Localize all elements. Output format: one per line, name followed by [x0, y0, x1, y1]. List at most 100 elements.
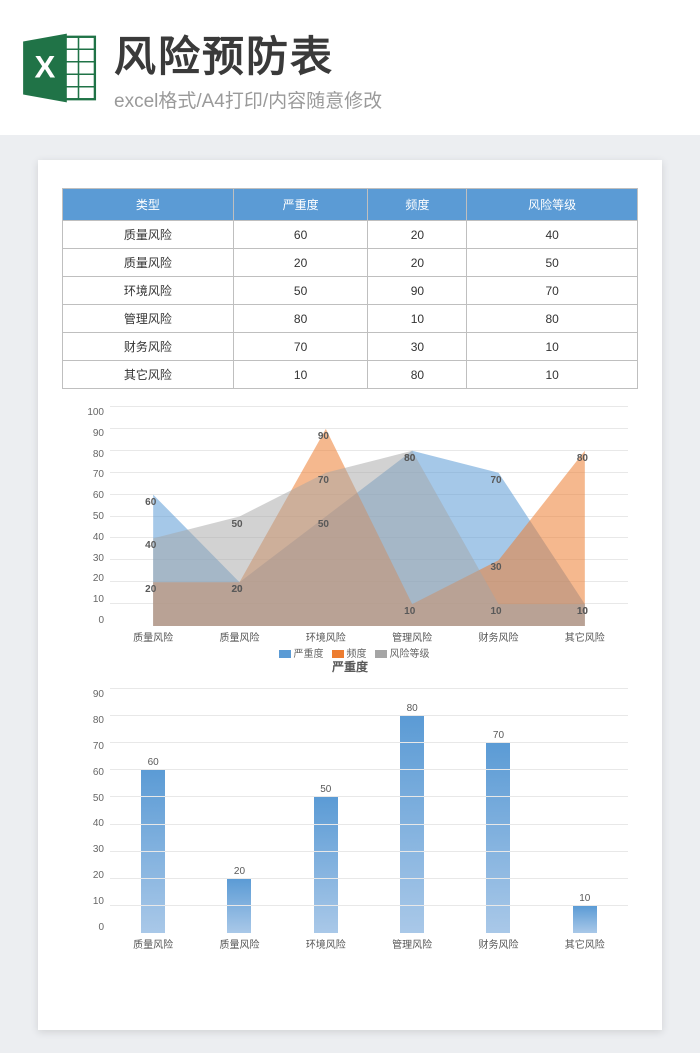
table-cell: 70	[233, 333, 368, 361]
table-header: 类型	[63, 189, 234, 221]
bar-chart-block: 严重度 0102030405060708090 602050807010 质量风…	[62, 658, 638, 965]
x-tick: 质量风险	[196, 936, 282, 951]
y-tick: 40	[76, 532, 104, 543]
area-data-label: 20	[145, 584, 156, 595]
table-cell: 管理风险	[63, 305, 234, 333]
table-cell: 10	[467, 333, 638, 361]
legend-swatch	[279, 650, 291, 658]
bar-chart: 0102030405060708090 602050807010 质量风险质量风…	[62, 685, 638, 965]
x-tick: 质量风险	[110, 936, 196, 951]
bar-slot: 10	[542, 689, 628, 933]
y-tick: 80	[76, 715, 104, 726]
excel-icon: X	[20, 29, 98, 107]
table-cell: 40	[467, 221, 638, 249]
y-tick: 60	[76, 767, 104, 778]
y-tick: 30	[76, 553, 104, 564]
y-tick: 70	[76, 469, 104, 480]
x-tick: 财务风险	[455, 936, 541, 951]
bar-rect	[400, 716, 424, 933]
table-cell: 10	[233, 361, 368, 389]
table-cell: 50	[467, 249, 638, 277]
bar-slot: 70	[455, 689, 541, 933]
bar-data-label: 70	[493, 730, 504, 741]
x-tick: 质量风险	[196, 629, 282, 644]
area-data-label: 70	[491, 475, 502, 486]
area-data-label: 40	[145, 540, 156, 551]
area-data-label: 10	[577, 606, 588, 617]
table-cell: 90	[368, 277, 467, 305]
y-tick: 30	[76, 844, 104, 855]
sub-title: excel格式/A4打印/内容随意修改	[114, 86, 680, 113]
legend-swatch	[375, 650, 387, 658]
y-tick: 80	[76, 449, 104, 460]
table-cell: 10	[368, 305, 467, 333]
x-tick: 财务风险	[455, 629, 541, 644]
header-bar: X 风险预防表 excel格式/A4打印/内容随意修改	[0, 0, 700, 135]
svg-text:X: X	[35, 49, 56, 84]
y-tick: 50	[76, 511, 104, 522]
area-data-label: 80	[404, 453, 415, 464]
y-tick: 90	[76, 689, 104, 700]
table-cell: 环境风险	[63, 277, 234, 305]
y-tick: 60	[76, 490, 104, 501]
table-header: 频度	[368, 189, 467, 221]
table-row: 环境风险509070	[63, 277, 638, 305]
document-page: 类型严重度频度风险等级 质量风险602040质量风险202050环境风险5090…	[38, 160, 662, 1030]
y-tick: 0	[76, 922, 104, 933]
table-cell: 70	[467, 277, 638, 305]
y-tick: 20	[76, 573, 104, 584]
table-row: 质量风险602040	[63, 221, 638, 249]
table-row: 财务风险703010	[63, 333, 638, 361]
y-tick: 100	[76, 407, 104, 418]
bar-data-label: 60	[148, 757, 159, 768]
y-tick: 10	[76, 594, 104, 605]
area-data-label: 30	[491, 562, 502, 573]
y-tick: 20	[76, 870, 104, 881]
main-title: 风险预防表	[114, 23, 680, 84]
table-cell: 10	[467, 361, 638, 389]
x-tick: 管理风险	[369, 629, 455, 644]
x-tick: 环境风险	[283, 936, 369, 951]
bar-slot: 80	[369, 689, 455, 933]
bar-rect	[227, 879, 251, 933]
x-tick: 质量风险	[110, 629, 196, 644]
table-header: 风险等级	[467, 189, 638, 221]
table-cell: 20	[233, 249, 368, 277]
bar-chart-title: 严重度	[62, 658, 638, 675]
bar-slot: 50	[283, 689, 369, 933]
table-cell: 80	[467, 305, 638, 333]
area-data-label: 60	[145, 497, 156, 508]
bar-data-label: 80	[407, 703, 418, 714]
legend-label: 严重度	[294, 649, 324, 660]
table-cell: 50	[233, 277, 368, 305]
table-cell: 财务风险	[63, 333, 234, 361]
title-block: 风险预防表 excel格式/A4打印/内容随意修改	[114, 23, 680, 113]
table-cell: 80	[368, 361, 467, 389]
x-tick: 管理风险	[369, 936, 455, 951]
bar-data-label: 50	[320, 784, 331, 795]
legend-swatch	[332, 650, 344, 658]
y-tick: 90	[76, 428, 104, 439]
y-tick: 40	[76, 818, 104, 829]
area-data-label: 70	[318, 475, 329, 486]
bar-rect	[314, 797, 338, 933]
legend-label: 频度	[347, 649, 367, 660]
table-row: 管理风险801080	[63, 305, 638, 333]
area-chart: 0102030405060708090100 60402050202090705…	[62, 403, 638, 658]
y-tick: 10	[76, 896, 104, 907]
area-data-label: 10	[404, 606, 415, 617]
table-header: 严重度	[233, 189, 368, 221]
risk-table: 类型严重度频度风险等级 质量风险602040质量风险202050环境风险5090…	[62, 188, 638, 389]
area-data-label: 10	[491, 606, 502, 617]
bar-rect	[573, 906, 597, 933]
table-cell: 质量风险	[63, 221, 234, 249]
y-tick: 70	[76, 741, 104, 752]
legend-label: 风险等级	[390, 649, 430, 660]
area-legend: 严重度 频度 风险等级	[62, 645, 638, 660]
table-row: 其它风险108010	[63, 361, 638, 389]
x-tick: 其它风险	[542, 936, 628, 951]
bar-data-label: 10	[579, 893, 590, 904]
area-data-label: 80	[577, 453, 588, 464]
x-tick: 其它风险	[542, 629, 628, 644]
table-cell: 60	[233, 221, 368, 249]
